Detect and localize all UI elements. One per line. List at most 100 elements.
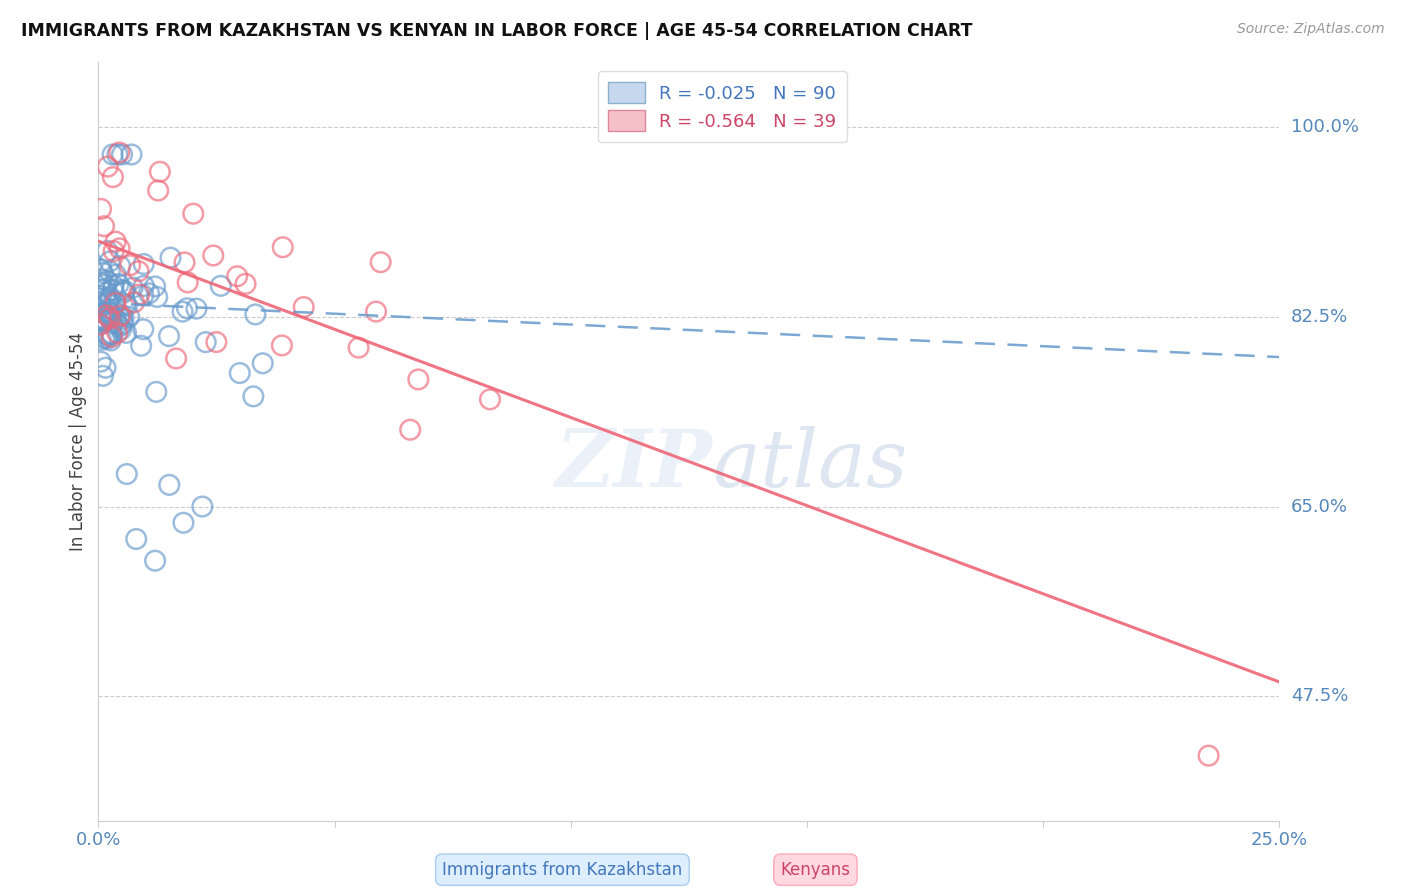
Point bbox=[94, 360, 117, 375]
Text: Immigrants from Kazakhstan: Immigrants from Kazakhstan bbox=[443, 861, 682, 879]
Point bbox=[115, 299, 138, 313]
Point bbox=[112, 312, 135, 326]
Point bbox=[100, 326, 122, 341]
Point bbox=[90, 202, 112, 216]
Point bbox=[271, 338, 294, 352]
Point bbox=[101, 310, 124, 325]
Point bbox=[90, 333, 112, 347]
Point bbox=[108, 319, 131, 334]
Point bbox=[121, 280, 143, 294]
Point bbox=[96, 274, 118, 288]
Legend: R = -0.025   N = 90, R = -0.564   N = 39: R = -0.025 N = 90, R = -0.564 N = 39 bbox=[598, 71, 846, 142]
Point bbox=[103, 278, 125, 293]
Point bbox=[271, 240, 294, 254]
Point bbox=[90, 318, 112, 332]
Point bbox=[91, 283, 114, 297]
Point bbox=[105, 326, 128, 340]
Point bbox=[100, 327, 122, 342]
Point bbox=[132, 288, 155, 302]
Point bbox=[191, 500, 214, 514]
Text: Kenyans: Kenyans bbox=[780, 861, 851, 879]
Point bbox=[479, 392, 502, 407]
Point bbox=[96, 327, 118, 342]
Point bbox=[186, 301, 208, 316]
Point bbox=[90, 297, 112, 311]
Point bbox=[364, 304, 387, 318]
Point bbox=[94, 277, 117, 292]
Point bbox=[96, 332, 118, 346]
Point bbox=[120, 258, 142, 272]
Point bbox=[128, 264, 150, 278]
Point bbox=[96, 308, 118, 322]
Point bbox=[101, 283, 124, 297]
Point bbox=[292, 300, 315, 314]
Point bbox=[107, 277, 129, 291]
Point bbox=[111, 309, 134, 323]
Point bbox=[173, 255, 195, 269]
Point bbox=[93, 219, 115, 234]
Point bbox=[104, 235, 127, 249]
Point bbox=[143, 554, 166, 568]
Point bbox=[399, 423, 422, 437]
Text: IMMIGRANTS FROM KAZAKHSTAN VS KENYAN IN LABOR FORCE | AGE 45-54 CORRELATION CHAR: IMMIGRANTS FROM KAZAKHSTAN VS KENYAN IN … bbox=[21, 22, 973, 40]
Point bbox=[114, 284, 136, 298]
Point bbox=[97, 329, 120, 343]
Text: Source: ZipAtlas.com: Source: ZipAtlas.com bbox=[1237, 22, 1385, 37]
Point bbox=[370, 255, 392, 269]
Point bbox=[108, 259, 131, 273]
Point bbox=[98, 265, 121, 279]
Point bbox=[91, 266, 114, 280]
Point bbox=[98, 290, 121, 304]
Point bbox=[165, 351, 187, 366]
Point bbox=[93, 314, 115, 328]
Point bbox=[97, 294, 120, 309]
Text: 47.5%: 47.5% bbox=[1291, 687, 1348, 705]
Point bbox=[1198, 748, 1220, 763]
Point bbox=[114, 297, 136, 311]
Point bbox=[111, 283, 134, 297]
Point bbox=[172, 516, 194, 530]
Point bbox=[100, 310, 122, 324]
Point bbox=[112, 285, 135, 300]
Point bbox=[148, 184, 170, 198]
Point bbox=[103, 294, 125, 309]
Point bbox=[96, 244, 118, 258]
Point bbox=[205, 334, 228, 349]
Point bbox=[108, 309, 131, 323]
Text: ZIP: ZIP bbox=[555, 425, 713, 503]
Text: 100.0%: 100.0% bbox=[1291, 119, 1358, 136]
Point bbox=[93, 306, 115, 320]
Point bbox=[90, 272, 112, 286]
Point bbox=[143, 279, 166, 293]
Point bbox=[108, 145, 131, 160]
Point bbox=[104, 311, 127, 326]
Point bbox=[115, 326, 138, 340]
Point bbox=[176, 276, 198, 290]
Point bbox=[408, 372, 430, 386]
Point bbox=[235, 277, 257, 291]
Point bbox=[97, 310, 120, 324]
Point bbox=[103, 244, 125, 259]
Point bbox=[159, 251, 181, 265]
Point bbox=[91, 368, 114, 383]
Point bbox=[347, 341, 370, 355]
Point bbox=[107, 317, 129, 331]
Point bbox=[110, 322, 132, 336]
Point bbox=[105, 147, 128, 161]
Point bbox=[242, 389, 264, 403]
Point bbox=[90, 289, 112, 303]
Point bbox=[108, 310, 131, 325]
Point bbox=[101, 170, 124, 185]
Point bbox=[100, 334, 122, 348]
Point bbox=[181, 207, 204, 221]
Point bbox=[176, 301, 198, 316]
Point bbox=[252, 356, 274, 370]
Point bbox=[104, 296, 127, 310]
Point bbox=[90, 299, 112, 313]
Y-axis label: In Labor Force | Age 45-54: In Labor Force | Age 45-54 bbox=[69, 332, 87, 551]
Point bbox=[101, 302, 124, 317]
Point bbox=[172, 304, 194, 318]
Point bbox=[157, 329, 180, 343]
Point bbox=[101, 330, 124, 344]
Point bbox=[229, 366, 252, 380]
